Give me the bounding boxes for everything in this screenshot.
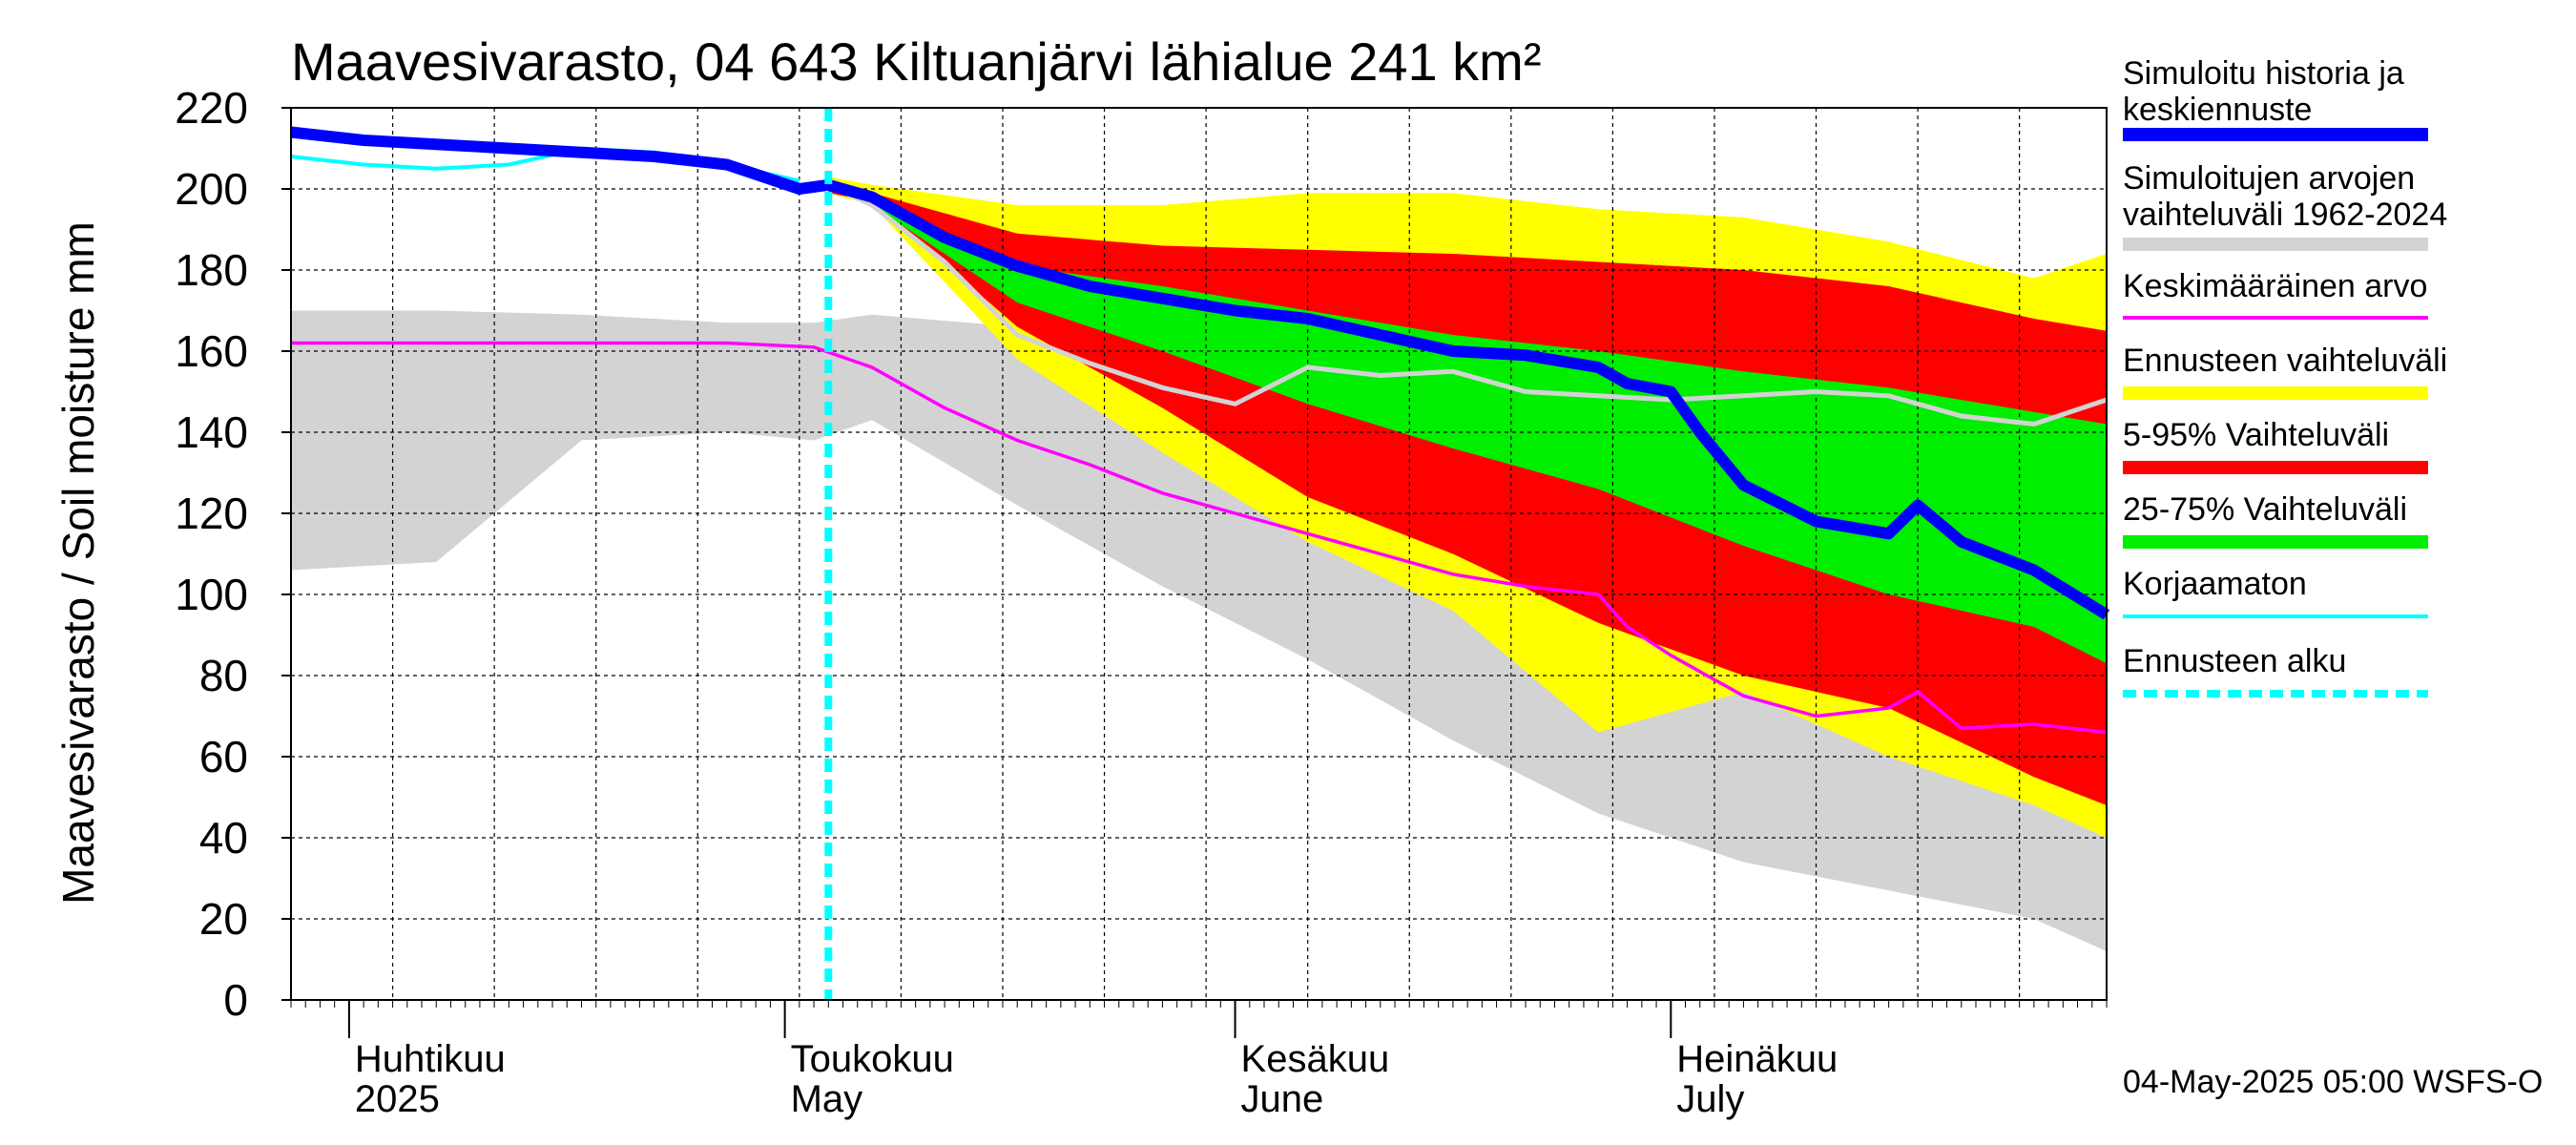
plot-frame [290,107,2108,1001]
legend-label: Simuloitu historia ja keskiennuste [2123,55,2404,128]
simulated-history-forecast-line [290,126,2110,620]
y-tick-label: 200 [175,164,248,214]
range-bands [291,177,2107,951]
month-label-fi: Kesäkuu [1240,1038,1390,1080]
legend-swatches [2123,128,2428,697]
mean-line [291,341,2108,735]
month-label-en: 2025 [354,1078,440,1120]
legend-label: Korjaamaton [2123,566,2307,602]
y-tick-label: 140 [175,407,248,457]
month-label-en: May [790,1078,863,1120]
month-label-fi: Heinäkuu [1676,1038,1839,1080]
legend-label: Ennusteen alku [2123,643,2347,679]
y-tick-label: 160 [175,326,248,376]
legend-label: 5-95% Vaihteluväli [2123,417,2390,453]
y-tick-label: 0 [223,975,248,1025]
forecast-25-75-band [828,184,2107,664]
series-lines [290,108,2110,1000]
footer-timestamp: 04-May-2025 05:00 WSFS-O [2123,1064,2544,1100]
axes [281,107,2108,1038]
month-label-en: July [1676,1078,1745,1120]
legend-label: Simuloitujen arvojen vaihteluväli 1962-2… [2123,160,2448,233]
month-label-en: June [1240,1078,1324,1120]
month-label-fi: Huhtikuu [354,1038,506,1080]
y-tick-label: 100 [175,570,248,619]
month-label-fi: Toukokuu [790,1038,954,1080]
y-tick-label: 180 [175,245,248,295]
forecast-median-line [827,182,2108,427]
legend-label: Keskimääräinen arvo [2123,268,2428,304]
y-tick-label: 120 [175,489,248,538]
chart-title: Maavesivarasto, 04 643 Kiltuanjärvi lähi… [291,31,1542,92]
y-tick-label: 60 [198,732,248,781]
y-tick-label: 220 [175,83,248,133]
y-tick-label: 80 [198,651,248,700]
legend-label: 25-75% Vaihteluväli [2123,491,2407,528]
y-tick-label: 40 [198,813,248,863]
y-axis-label: Maavesivarasto / Soil moisture mm [53,221,103,905]
y-tick-label: 20 [198,894,248,944]
legend-label: Ennusteen vaihteluväli [2123,343,2448,379]
